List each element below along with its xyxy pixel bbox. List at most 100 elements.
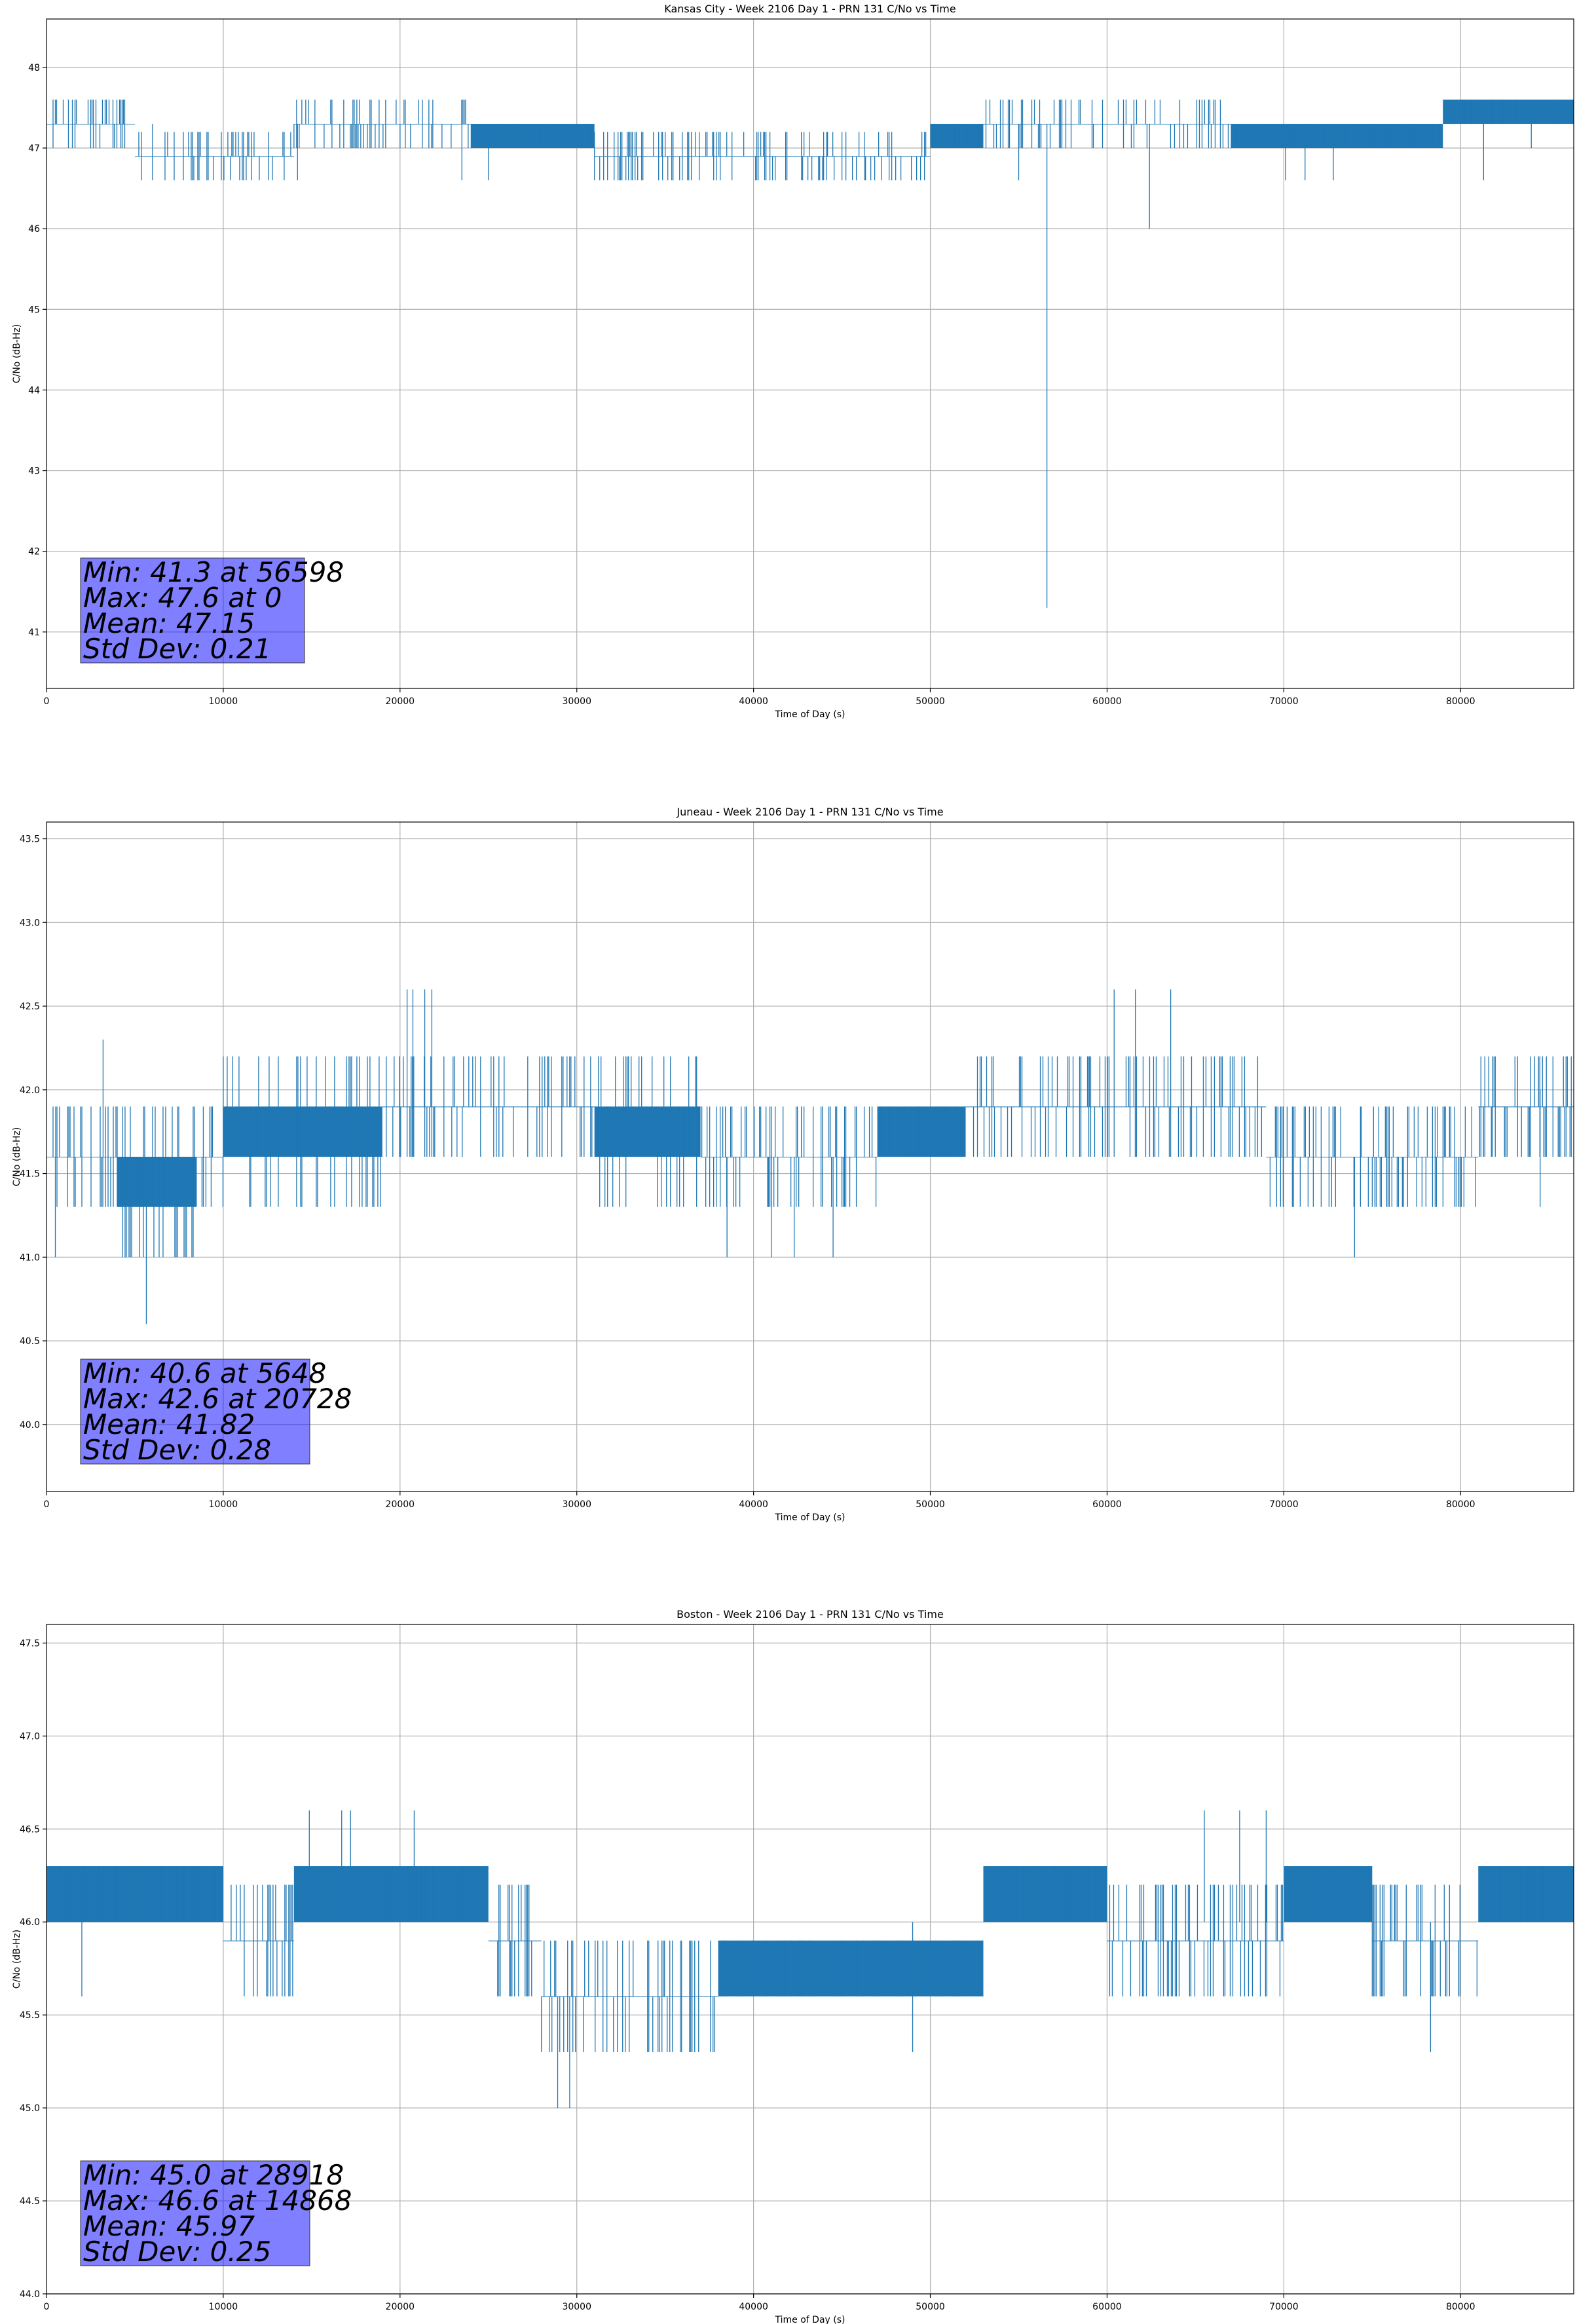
y-tick-label: 40.5 [20,1336,40,1347]
series-band [735,156,931,157]
y-tick-label: 46.0 [20,1917,40,1928]
y-tick-label: 43.5 [20,834,40,845]
y-tick-label: 45 [28,305,40,315]
x-tick-label: 80000 [1446,2302,1475,2312]
y-tick-label: 41 [28,628,40,638]
x-tick-label: 70000 [1269,696,1299,707]
y-tick-label: 44.5 [20,2196,40,2207]
x-axis-label: Time of Day (s) [775,2315,845,2324]
series-band [1478,1866,1574,1922]
y-axis-label: C/No (dB-Hz) [12,1127,22,1186]
series-band [594,1106,701,1157]
x-tick-label: 0 [44,1499,50,1510]
x-tick-label: 40000 [739,696,768,707]
x-tick-label: 30000 [562,1499,591,1510]
y-tick-label: 46 [28,224,40,234]
chart-panel: 0 10000 20000 30000 40000 50000 60000 70000 8000… [12,3,1574,720]
series-band [46,1866,223,1922]
stats-mean-label: Mean: 45.97 [83,2210,255,2242]
series-line [46,989,1574,1324]
stats-mean-label: Mean: 41.82 [83,1408,255,1440]
plot-frame [46,821,1574,1492]
x-tick-label: 40000 [739,1499,768,1510]
y-tick-label: 44 [28,385,40,396]
x-tick-label: 10000 [209,1499,238,1510]
series-band [541,1996,718,1997]
chart-panel: 0 10000 20000 30000 40000 50000 60000 70000 8000… [12,1608,1574,2324]
stats-max-label: Max: 42.6 at 20728 [83,1383,352,1415]
series-band [117,1157,197,1207]
y-axis-label: C/No (dB-Hz) [12,324,22,383]
series-band [470,124,595,149]
x-tick-label: 20000 [386,2302,415,2312]
x-tick-label: 60000 [1092,2302,1122,2312]
stats-box [80,1359,310,1465]
x-tick-label: 30000 [562,2302,591,2312]
series-band [223,1106,382,1157]
y-tick-label: 42.0 [20,1085,40,1096]
x-tick-label: 60000 [1092,696,1122,707]
y-tick-label: 47 [28,143,40,154]
y-tick-label: 45.0 [20,2103,40,2114]
series-band [134,156,206,157]
chart-title: Juneau - Week 2106 Day 1 - PRN 131 C/No … [676,806,943,818]
series-band [877,1106,966,1157]
y-tick-label: 47.0 [20,1731,40,1742]
stats-box [80,2160,310,2266]
series-line [46,100,1574,608]
series-band [1089,1106,1214,1108]
x-tick-label: 80000 [1446,696,1475,707]
x-tick-label: 70000 [1269,2302,1299,2312]
stats-max-label: Max: 47.6 at 0 [83,582,282,614]
series-band [382,1106,595,1108]
stats-std-label: Std Dev: 0.21 [83,633,271,665]
y-tick-label: 44.0 [20,2289,40,2300]
stats-std-label: Std Dev: 0.28 [83,1434,271,1466]
chart-title: Boston - Week 2106 Day 1 - PRN 131 C/No … [677,1608,944,1621]
series-line [46,1810,1574,2108]
stats-max-label: Max: 46.6 at 14868 [83,2184,352,2217]
series-band [205,156,294,157]
series-band [983,1866,1107,1922]
chart-panel: 0 10000 20000 30000 40000 50000 60000 70000 8000… [12,806,1574,1523]
x-axis-label: Time of Day (s) [775,709,845,720]
x-tick-label: 30000 [562,696,591,707]
series-band [965,1106,1090,1108]
series-band [1478,1106,1574,1108]
x-tick-label: 50000 [916,696,945,707]
y-tick-label: 40.0 [20,1420,40,1431]
chart-title: Kansas City - Week 2106 Day 1 - PRN 131 … [664,3,955,15]
plot-frame [46,18,1574,689]
x-tick-label: 10000 [209,696,238,707]
y-tick-label: 41.0 [20,1252,40,1263]
y-tick-label: 43.0 [20,918,40,928]
series-band [1284,1866,1373,1922]
series-band [1231,124,1443,149]
series-band [718,1940,984,1996]
x-tick-label: 60000 [1092,1499,1122,1510]
series-band [293,1866,489,1922]
stats-min-label: Min: 40.6 at 5648 [83,1357,326,1389]
x-tick-label: 80000 [1446,1499,1475,1510]
stats-mean-label: Mean: 47.15 [83,607,255,639]
y-axis-label: C/No (dB-Hz) [12,1930,22,1989]
x-tick-label: 50000 [916,2302,945,2312]
x-tick-label: 70000 [1269,1499,1299,1510]
stats-min-label: Min: 45.0 at 28918 [83,2159,344,2191]
series-band [1443,100,1574,124]
series-band [594,156,736,157]
x-tick-label: 20000 [386,1499,415,1510]
y-tick-label: 41.5 [20,1169,40,1180]
y-tick-label: 45.5 [20,2010,40,2021]
stats-box [80,557,305,664]
stats-min-label: Min: 41.3 at 56598 [83,556,344,588]
x-tick-label: 10000 [209,2302,238,2312]
y-tick-label: 42.5 [20,1002,40,1012]
stats-std-label: Std Dev: 0.25 [83,2236,271,2268]
y-tick-label: 42 [28,547,40,557]
x-tick-label: 50000 [916,1499,945,1510]
x-tick-label: 20000 [386,696,415,707]
x-tick-label: 0 [44,2302,50,2312]
x-tick-label: 40000 [739,2302,768,2312]
